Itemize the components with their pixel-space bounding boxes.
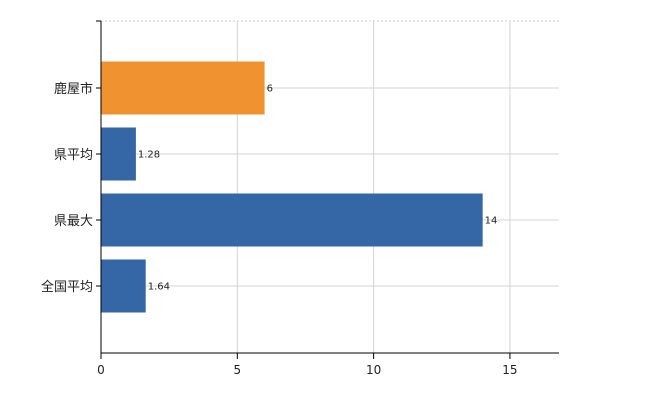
data-label: 14 xyxy=(485,216,498,227)
bar xyxy=(101,127,136,181)
bar xyxy=(101,193,483,247)
bar xyxy=(101,259,146,313)
y-tick-label: 全国平均 xyxy=(41,279,93,295)
x-tick-label: 15 xyxy=(502,363,517,377)
bar xyxy=(101,61,265,115)
axis-layer xyxy=(96,20,559,359)
data-label: 1.28 xyxy=(138,150,160,161)
bars-layer xyxy=(101,61,483,313)
data-label: 6 xyxy=(267,84,273,95)
x-tick-label: 10 xyxy=(366,363,381,377)
y-tick-label: 県平均 xyxy=(54,148,93,163)
y-tick-label: 鹿屋市 xyxy=(54,81,93,97)
x-tick-label: 0 xyxy=(97,363,105,377)
y-tick-label: 県最大 xyxy=(54,214,93,229)
x-tick-label: 5 xyxy=(233,363,241,377)
data-label: 1.64 xyxy=(148,282,170,293)
